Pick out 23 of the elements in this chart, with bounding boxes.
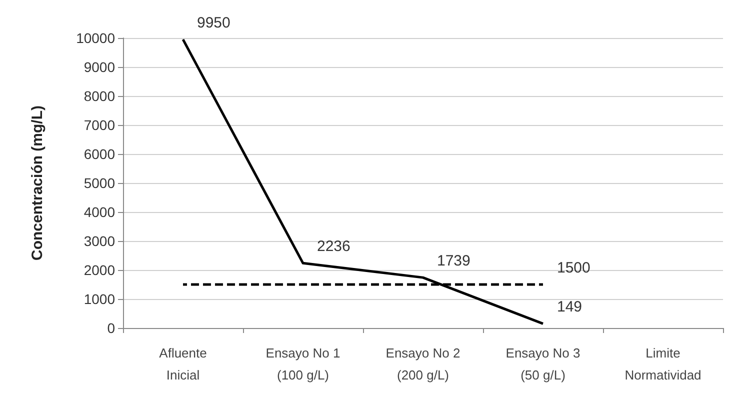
data-label: 2236 bbox=[317, 238, 350, 256]
line-series bbox=[182, 38, 544, 325]
data-label: 9950 bbox=[197, 14, 230, 32]
x-tick-label: Ensayo No 1 (100 g/L) bbox=[266, 346, 340, 382]
y-tick-label: 9000 bbox=[84, 59, 116, 75]
x-tick-label: Ensayo No 2 (200 g/L) bbox=[386, 346, 460, 382]
y-tick-label: 4000 bbox=[84, 204, 116, 220]
y-tick-label: 8000 bbox=[84, 88, 116, 104]
y-tick-label: 6000 bbox=[84, 146, 116, 162]
data-label: 1739 bbox=[437, 252, 470, 270]
y-tick-label: 5000 bbox=[84, 175, 116, 191]
y-tick-label: 0 bbox=[107, 320, 116, 336]
y-tick-label: 1000 bbox=[84, 291, 116, 307]
x-tick-label: Limite Normatividad bbox=[624, 346, 702, 382]
x-tick-label: Ensayo No 3 (50 g/L) bbox=[506, 346, 580, 382]
y-tick-label: 7000 bbox=[84, 117, 116, 133]
y-tick-label: 2000 bbox=[84, 262, 116, 278]
data-label: 149 bbox=[557, 298, 582, 316]
y-tick-label: 10000 bbox=[76, 30, 116, 46]
data-label: 1500 bbox=[557, 260, 590, 276]
x-tick-label: Afluente Inicial bbox=[159, 346, 207, 382]
y-axis-title: Concentración (mg/L) bbox=[29, 105, 46, 261]
y-tick-label: 3000 bbox=[84, 233, 116, 249]
